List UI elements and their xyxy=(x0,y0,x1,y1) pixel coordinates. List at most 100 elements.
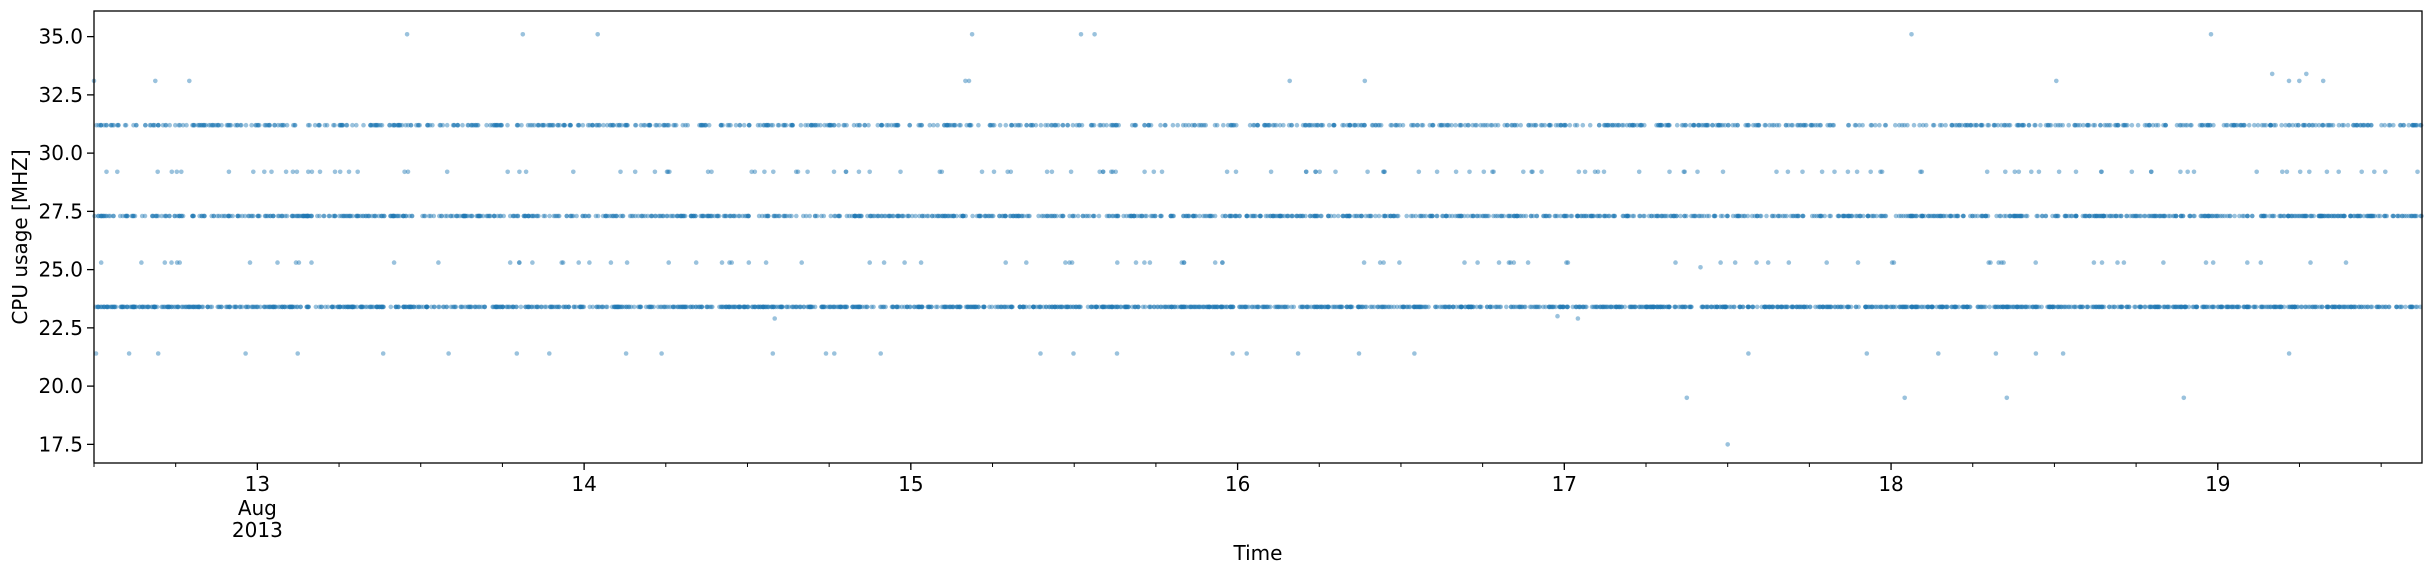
data-point xyxy=(875,122,881,128)
data-point xyxy=(2161,213,2166,219)
data-point xyxy=(708,213,714,219)
data-point xyxy=(1507,213,1512,219)
data-point xyxy=(491,304,496,310)
data-point xyxy=(1123,304,1128,310)
data-point xyxy=(1446,122,1452,128)
data-point xyxy=(234,304,239,310)
data-point xyxy=(963,78,968,84)
data-point xyxy=(635,304,641,310)
data-point xyxy=(957,304,963,310)
data-point xyxy=(1377,304,1383,310)
data-point xyxy=(2054,78,2059,84)
data-point xyxy=(677,304,682,310)
data-point xyxy=(137,304,143,310)
data-point xyxy=(337,213,342,219)
data-point xyxy=(2098,122,2103,128)
data-point xyxy=(1863,304,1869,310)
data-point xyxy=(1723,304,1728,310)
data-point xyxy=(2261,304,2267,310)
data-point xyxy=(2292,304,2298,310)
data-point xyxy=(1360,304,1365,310)
data-point xyxy=(633,213,638,219)
data-point xyxy=(1114,304,1120,310)
data-point xyxy=(1776,213,1781,219)
data-point xyxy=(1027,304,1032,310)
data-point xyxy=(758,122,763,128)
data-point xyxy=(2043,122,2049,128)
data-point xyxy=(851,122,857,128)
data-point xyxy=(1242,304,1248,310)
data-point xyxy=(1993,304,1998,310)
data-point xyxy=(406,304,411,310)
y-tick-label: 17.5 xyxy=(38,432,83,456)
data-point xyxy=(805,169,810,175)
data-point xyxy=(1254,304,1260,310)
data-point xyxy=(674,213,680,219)
data-point xyxy=(462,304,468,310)
data-point xyxy=(973,304,979,310)
data-point xyxy=(1546,122,1552,128)
data-point xyxy=(1643,304,1649,310)
data-point xyxy=(1956,304,1962,310)
data-point xyxy=(225,213,231,219)
data-point xyxy=(1312,304,1317,310)
data-point xyxy=(556,304,562,310)
data-point xyxy=(498,304,504,310)
data-point xyxy=(154,213,159,219)
data-point xyxy=(127,304,133,310)
data-point xyxy=(2154,304,2160,310)
data-point xyxy=(1615,304,1620,310)
data-point xyxy=(2146,304,2152,310)
data-point xyxy=(732,304,738,310)
data-point xyxy=(273,304,278,310)
data-point xyxy=(2099,304,2104,310)
data-point xyxy=(1405,304,1410,310)
data-point xyxy=(2382,213,2387,219)
data-point xyxy=(2203,304,2208,310)
data-point xyxy=(1613,304,1619,310)
data-point xyxy=(1391,304,1397,310)
data-point xyxy=(919,304,925,310)
data-point xyxy=(1801,304,1806,310)
data-point xyxy=(1043,304,1049,310)
data-point xyxy=(337,169,343,175)
data-point xyxy=(2270,213,2276,219)
data-point xyxy=(332,169,338,175)
data-point xyxy=(1224,169,1230,175)
data-point xyxy=(305,213,311,219)
data-point xyxy=(926,304,932,310)
data-point xyxy=(1031,304,1036,310)
data-point xyxy=(1878,304,1884,310)
data-point xyxy=(862,122,868,128)
data-point xyxy=(1642,213,1647,219)
data-point xyxy=(1863,304,1868,310)
data-point xyxy=(1750,304,1755,310)
data-point xyxy=(2219,304,2225,310)
data-point xyxy=(1115,304,1120,310)
data-point xyxy=(799,260,804,265)
data-point xyxy=(1618,304,1623,310)
data-point xyxy=(1547,304,1552,310)
data-point xyxy=(2307,169,2312,175)
data-point xyxy=(2339,304,2344,310)
data-point xyxy=(507,213,513,219)
data-point xyxy=(603,304,609,310)
data-point xyxy=(347,213,352,219)
data-point xyxy=(1764,304,1769,310)
data-point xyxy=(1205,304,1210,310)
data-point xyxy=(578,304,583,310)
data-point xyxy=(1815,304,1821,310)
data-point xyxy=(510,304,516,310)
data-point xyxy=(670,213,675,219)
data-point xyxy=(1069,260,1075,265)
data-point xyxy=(1262,122,1268,128)
data-point xyxy=(1341,213,1346,219)
data-point xyxy=(100,304,105,310)
data-point xyxy=(1169,304,1175,310)
data-point xyxy=(805,122,811,128)
data-point xyxy=(242,213,248,219)
data-point xyxy=(1780,213,1786,219)
data-point xyxy=(789,304,795,310)
data-point xyxy=(801,213,806,219)
data-point xyxy=(965,304,971,310)
